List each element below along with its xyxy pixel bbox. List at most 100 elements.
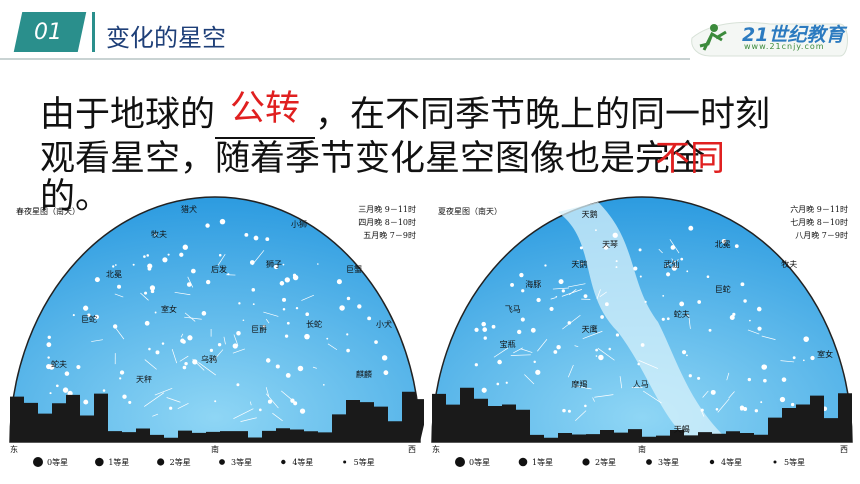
- star: [218, 253, 222, 257]
- star: [286, 321, 290, 325]
- star: [681, 350, 687, 355]
- star: [595, 348, 598, 352]
- star: [169, 406, 173, 410]
- constellation-line: [281, 390, 296, 404]
- star: [584, 404, 587, 408]
- star: [710, 389, 716, 395]
- constellation-line: [726, 372, 730, 381]
- star: [604, 302, 609, 307]
- constellation-line: [198, 362, 216, 376]
- text-line: 的。: [40, 168, 110, 219]
- constellation-line: [265, 393, 279, 409]
- constellation-line: [249, 401, 252, 406]
- star: [143, 255, 146, 258]
- star: [535, 369, 541, 375]
- star: [119, 370, 125, 375]
- constellation-line: [171, 349, 178, 364]
- star: [217, 342, 222, 347]
- star: [114, 264, 117, 266]
- star: [608, 347, 612, 351]
- constellation-line: [761, 335, 776, 340]
- star: [305, 312, 310, 317]
- time-range: 四月晚 8－10时: [358, 217, 416, 227]
- constellation-label: 猎犬: [181, 204, 197, 214]
- legend-symbol: [33, 457, 43, 467]
- slide-title: 变化的星空: [106, 24, 226, 52]
- star: [284, 277, 290, 283]
- constellation-label: 蛇夫: [51, 359, 67, 369]
- star: [47, 356, 50, 359]
- constellation-line: [728, 391, 735, 399]
- star: [666, 317, 670, 321]
- star: [583, 294, 588, 299]
- constellation-line: [594, 394, 614, 398]
- star: [763, 378, 767, 383]
- constellation-line: [212, 349, 224, 362]
- star: [536, 297, 541, 303]
- star: [749, 319, 751, 322]
- star: [76, 364, 81, 370]
- star: [615, 266, 618, 269]
- sky-dome: [9, 196, 421, 443]
- constellation-line: [552, 287, 570, 290]
- constellation-label: 巨蛇: [81, 314, 97, 324]
- star: [181, 339, 186, 344]
- legend-label: 0等星: [47, 457, 68, 467]
- star: [144, 291, 148, 295]
- star: [517, 329, 522, 335]
- constellation-label: 巨蛇: [715, 284, 731, 294]
- constellation-line: [263, 311, 279, 317]
- constellation-line: [240, 417, 257, 422]
- constellation-label: 后发: [211, 264, 227, 274]
- legend-label: 2等星: [595, 457, 616, 467]
- star: [262, 324, 266, 328]
- star: [810, 355, 815, 361]
- constellation-line: [113, 324, 125, 340]
- constellation-line: [144, 359, 157, 370]
- constellation-label: 天琴: [602, 240, 618, 249]
- star: [179, 252, 184, 257]
- constellation-line: [217, 254, 226, 266]
- star: [293, 401, 298, 406]
- star: [666, 272, 671, 277]
- star: [154, 233, 157, 236]
- star: [679, 301, 685, 307]
- constellation-label: 巨蟹: [346, 264, 362, 274]
- constellation-line: [717, 398, 730, 413]
- constellation-line: [301, 294, 315, 301]
- star: [149, 285, 156, 291]
- star: [581, 262, 584, 265]
- constellation-line: [524, 374, 535, 385]
- star: [201, 311, 207, 316]
- constellation-label: 海豚: [525, 279, 541, 289]
- star: [567, 321, 572, 325]
- legend-label: 5等星: [784, 457, 805, 467]
- constellation-line: [233, 334, 239, 346]
- constellation-label: 武仙: [664, 259, 680, 269]
- star: [339, 305, 345, 311]
- star: [144, 320, 150, 326]
- star: [295, 306, 299, 310]
- star: [633, 266, 638, 271]
- logo-icon: [691, 21, 848, 57]
- chart-title: 春夜星图（南天）: [16, 206, 80, 216]
- star: [482, 327, 488, 332]
- constellation-label: 乌鸦: [201, 354, 217, 364]
- constellation-label: 天秤: [136, 374, 152, 384]
- star: [265, 358, 271, 363]
- legend-symbol: [95, 457, 104, 467]
- star: [182, 365, 187, 370]
- star: [700, 408, 704, 412]
- star: [519, 272, 524, 278]
- star: [533, 360, 536, 364]
- star: [67, 390, 73, 397]
- star: [555, 295, 558, 298]
- constellation-line: [568, 289, 577, 296]
- time-range: 七月晚 8－10时: [790, 217, 848, 227]
- constellation-line: [144, 392, 165, 407]
- header-rule: [0, 58, 690, 60]
- star: [520, 317, 525, 322]
- star: [790, 402, 795, 407]
